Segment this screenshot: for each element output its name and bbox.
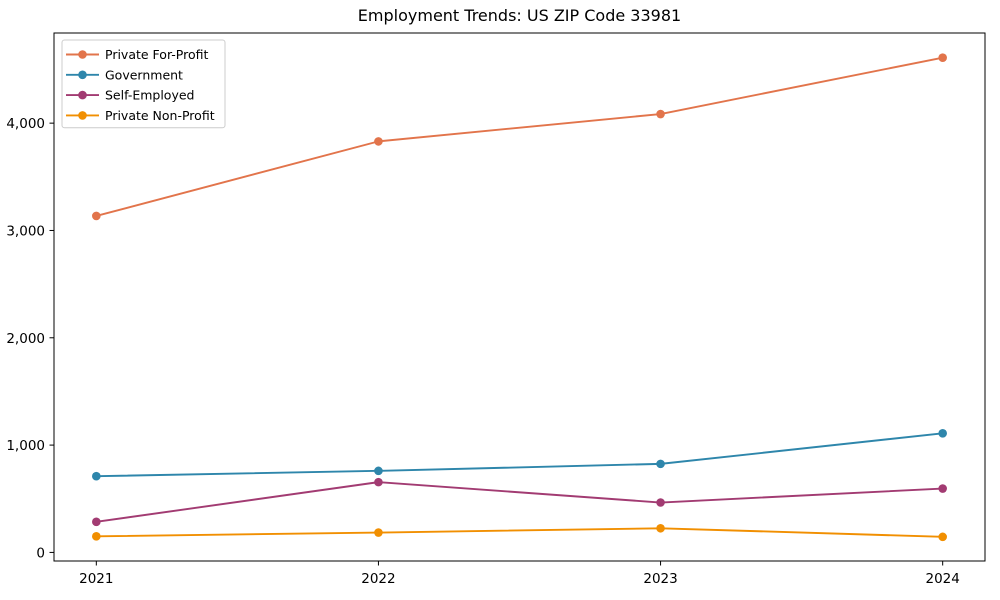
legend-marker [78,70,87,80]
y-tick-label: 2,000 [6,331,45,347]
axis-frame [53,32,986,562]
series-marker [374,466,383,476]
series-marker [656,109,665,119]
series-marker [374,528,383,537]
series-marker [374,137,383,146]
series-line [95,481,944,523]
legend-item-label: Private Non-Profit [105,108,215,123]
x-tick-label: 2021 [79,571,113,587]
series-marker [938,532,947,542]
legend-box [61,39,226,129]
series-marker [374,477,383,487]
x-tick-label: 2022 [361,571,395,587]
series-line [95,527,944,538]
legend-marker [78,90,87,100]
y-tick-label: 3,000 [6,223,45,239]
series-marker [938,428,947,438]
series-line [95,56,944,217]
series-marker [656,498,665,507]
legend-marker [78,50,87,59]
legend-marker [78,111,87,120]
series-marker [656,459,665,469]
x-tick-label: 2023 [643,571,677,587]
plot-area: 0 1,000 2,000 3,000 4,000 2021 2022 2023 2024 Pri… [6,32,986,587]
legend-item-label: Private For-Profit [105,47,208,62]
series-marker [92,471,101,481]
series-marker [92,211,101,221]
series-marker [938,484,947,493]
series-line [95,432,944,478]
y-tick-label: 0 [36,545,45,561]
legend-item-label: Government [105,67,183,82]
chart-title: Employment Trends: US ZIP Code 33981 [358,6,681,25]
series-marker [656,523,665,533]
series-marker [92,517,101,527]
y-tick-label: 1,000 [6,438,45,454]
legend-item-label: Self-Employed [105,88,194,103]
series-marker [92,532,101,541]
y-tick-label: 4,000 [6,116,45,132]
series-marker [938,53,947,62]
x-tick-label: 2024 [926,571,960,587]
